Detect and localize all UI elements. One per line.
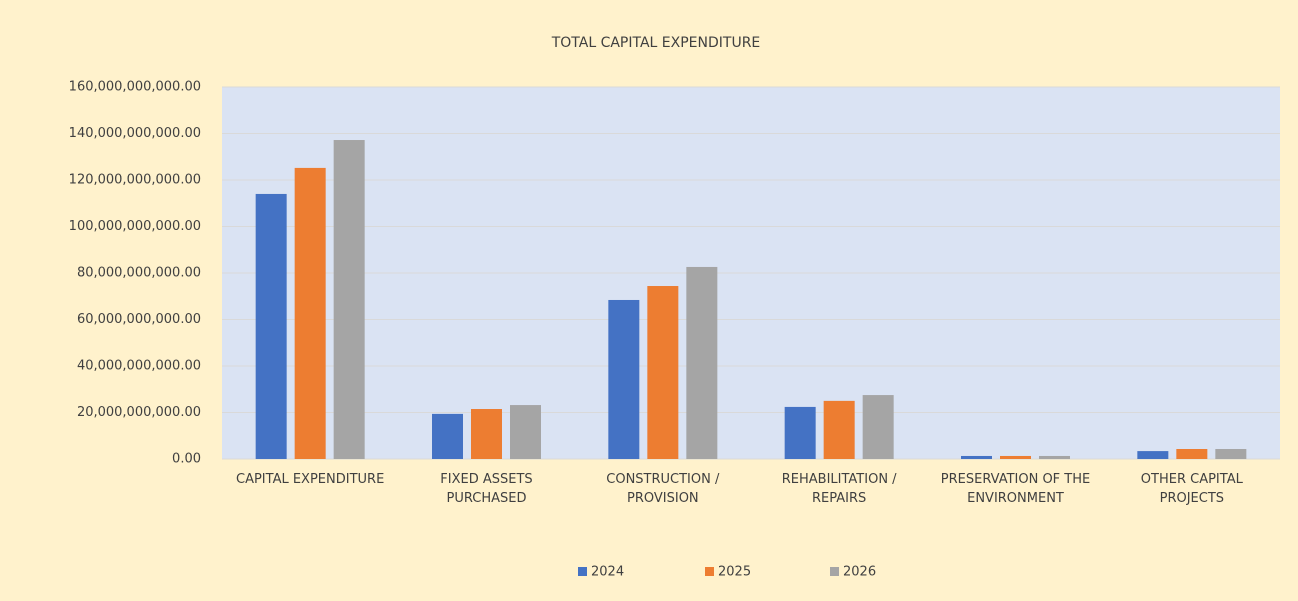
bar bbox=[1000, 455, 1031, 459]
bar bbox=[294, 167, 326, 459]
bar bbox=[862, 395, 894, 459]
x-tick-label: FIXED ASSETS PURCHASED bbox=[440, 472, 533, 506]
x-tick-label: PRESERVATION OF THE ENVIRONMENT bbox=[940, 472, 1091, 506]
y-tick-label: 100,000,000,000.00 bbox=[69, 219, 201, 234]
bar bbox=[1039, 455, 1070, 459]
x-tick-label: OTHER CAPITAL PROJECTS bbox=[1140, 472, 1243, 506]
bar bbox=[1215, 449, 1247, 459]
y-tick-label: 160,000,000,000.00 bbox=[69, 80, 201, 95]
bar bbox=[608, 299, 640, 459]
bar bbox=[1137, 451, 1169, 459]
x-tick-label: REHABILITATION / REPAIRS bbox=[781, 472, 897, 506]
legend-label: 2026 bbox=[843, 565, 876, 580]
y-tick-label: 60,000,000,000.00 bbox=[77, 312, 201, 327]
bar bbox=[784, 406, 816, 459]
y-tick-label: 0.00 bbox=[172, 452, 201, 467]
bar bbox=[1176, 449, 1208, 459]
bar bbox=[686, 266, 718, 459]
legend-label: 2025 bbox=[718, 565, 751, 580]
bar bbox=[510, 405, 541, 459]
y-tick-label: 80,000,000,000.00 bbox=[77, 266, 201, 281]
bar bbox=[333, 140, 365, 459]
bar bbox=[471, 409, 502, 459]
y-tick-label: 40,000,000,000.00 bbox=[77, 359, 201, 374]
legend-swatch bbox=[578, 567, 587, 576]
y-tick-label: 120,000,000,000.00 bbox=[69, 173, 201, 188]
x-tick-label: CONSTRUCTION / PROVISION bbox=[606, 472, 720, 506]
bar bbox=[961, 455, 992, 459]
bar bbox=[255, 193, 287, 459]
x-tick-label: CAPITAL EXPENDITURE bbox=[236, 472, 385, 487]
legend-swatch bbox=[830, 567, 839, 576]
y-tick-label: 140,000,000,000.00 bbox=[69, 126, 201, 141]
bar bbox=[432, 413, 463, 459]
y-tick-label: 20,000,000,000.00 bbox=[77, 405, 201, 420]
bar bbox=[823, 400, 855, 459]
chart-title: TOTAL CAPITAL EXPENDITURE bbox=[551, 35, 761, 51]
legend-label: 2024 bbox=[591, 565, 624, 580]
bar bbox=[647, 286, 679, 459]
legend-swatch bbox=[705, 567, 714, 576]
